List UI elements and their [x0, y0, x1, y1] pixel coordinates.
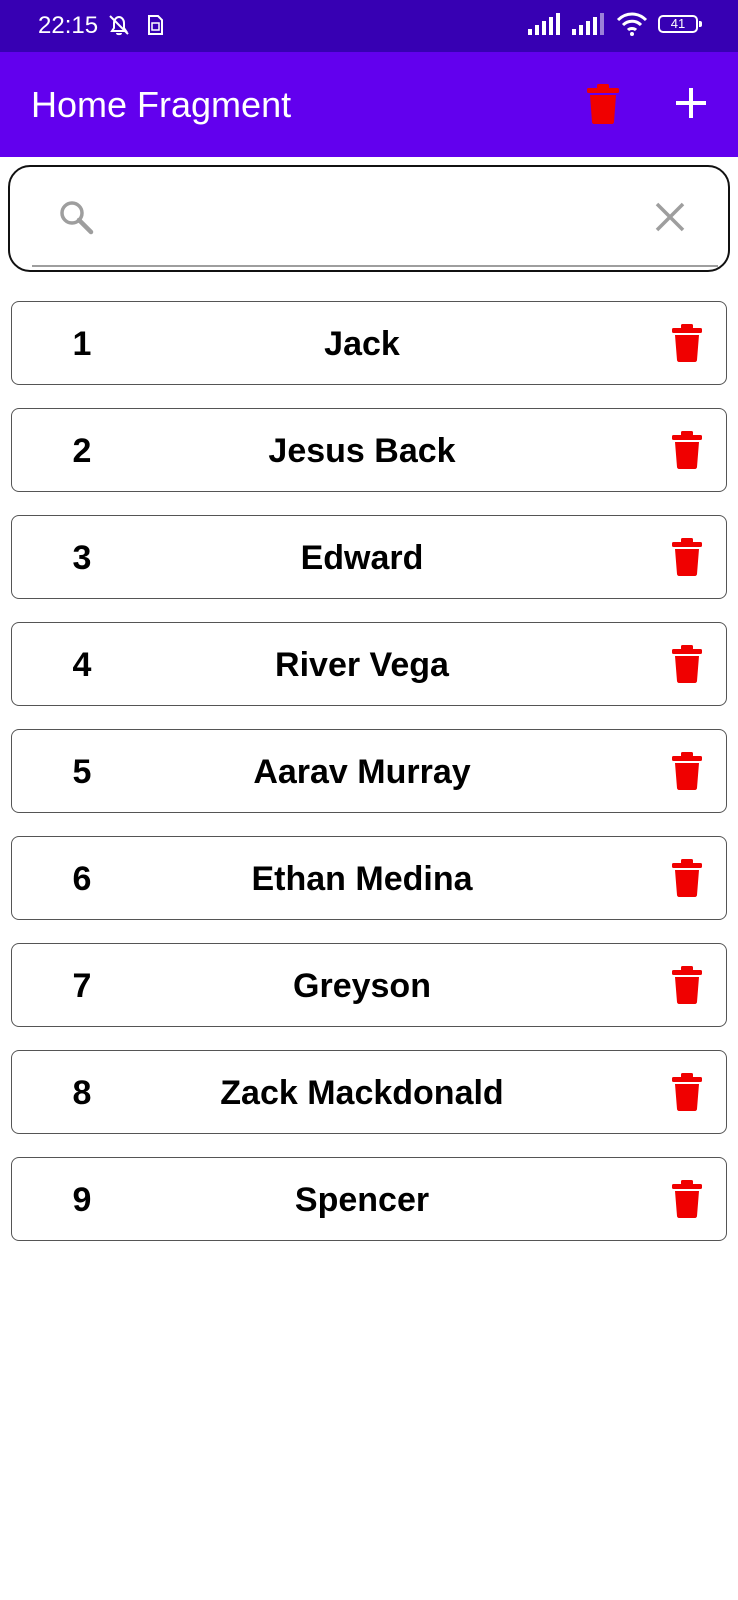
plus-icon — [676, 88, 706, 118]
item-name: Greyson — [293, 967, 431, 1005]
item-number: 4 — [72, 646, 92, 684]
item-number: 3 — [72, 539, 92, 577]
add-button[interactable] — [674, 86, 708, 120]
item-name: Jack — [324, 325, 400, 363]
battery-level: 41 — [670, 16, 686, 31]
delete-item-button[interactable] — [672, 645, 702, 683]
signal-icon — [528, 13, 560, 35]
sim-icon — [148, 15, 163, 35]
trash-icon — [672, 645, 702, 683]
delete-all-button[interactable] — [586, 84, 620, 124]
status-time: 22:15 — [38, 12, 99, 39]
trash-icon — [672, 1073, 702, 1111]
item-number: 8 — [72, 1074, 92, 1112]
delete-item-button[interactable] — [672, 324, 702, 362]
trash-icon — [672, 752, 702, 790]
item-name: River Vega — [275, 646, 449, 684]
item-number: 1 — [72, 325, 92, 363]
delete-item-button[interactable] — [672, 1180, 702, 1218]
item-name: Aarav Murray — [253, 753, 471, 791]
item-name: Spencer — [294, 1181, 430, 1219]
list-item[interactable]: 6 Ethan Medina — [11, 836, 727, 920]
trash-icon — [672, 1180, 702, 1218]
close-icon[interactable] — [650, 197, 690, 237]
delete-item-button[interactable] — [672, 859, 702, 897]
search-input[interactable] — [110, 193, 634, 239]
trash-icon — [672, 538, 702, 576]
item-name: Edward — [300, 539, 424, 577]
item-number: 5 — [72, 753, 92, 791]
item-number: 9 — [72, 1181, 92, 1219]
battery-icon: 41 — [658, 15, 702, 33]
list-item[interactable]: 8 Zack Mackdonald — [11, 1050, 727, 1134]
list-item[interactable]: 3 Edward — [11, 515, 727, 599]
signal-icon — [572, 13, 604, 35]
item-number: 2 — [72, 432, 92, 470]
item-name: Zack Mackdonald — [220, 1074, 504, 1112]
delete-item-button[interactable] — [672, 966, 702, 1004]
delete-item-button[interactable] — [672, 752, 702, 790]
trash-icon — [672, 431, 702, 469]
status-right-icons: 41 — [528, 12, 702, 36]
trash-icon — [672, 966, 702, 1004]
search-bar — [8, 165, 730, 272]
muted-bell-icon — [109, 15, 129, 36]
item-number: 6 — [72, 860, 92, 898]
list-item[interactable]: 4 River Vega — [11, 622, 727, 706]
trash-icon — [587, 84, 619, 124]
item-number: 7 — [72, 967, 92, 1005]
trash-icon — [672, 324, 702, 362]
status-left-icons — [106, 13, 164, 37]
list-item[interactable]: 9 Spencer — [11, 1157, 727, 1241]
item-name: Ethan Medina — [251, 860, 473, 898]
list-item[interactable]: 5 Aarav Murray — [11, 729, 727, 813]
list-item[interactable]: 2 Jesus Back — [11, 408, 727, 492]
search-underline — [32, 265, 718, 267]
delete-item-button[interactable] — [672, 431, 702, 469]
delete-item-button[interactable] — [672, 538, 702, 576]
delete-item-button[interactable] — [672, 1073, 702, 1111]
item-name: Jesus Back — [268, 432, 456, 470]
page-title: Home Fragment — [31, 84, 292, 125]
list-item[interactable]: 1 Jack — [11, 301, 727, 385]
status-bar: 22:15 — [0, 0, 738, 52]
app-bar: Home Fragment — [0, 52, 738, 157]
list-item[interactable]: 7 Greyson — [11, 943, 727, 1027]
wifi-icon — [616, 12, 648, 36]
search-icon — [60, 201, 94, 235]
trash-icon — [672, 859, 702, 897]
